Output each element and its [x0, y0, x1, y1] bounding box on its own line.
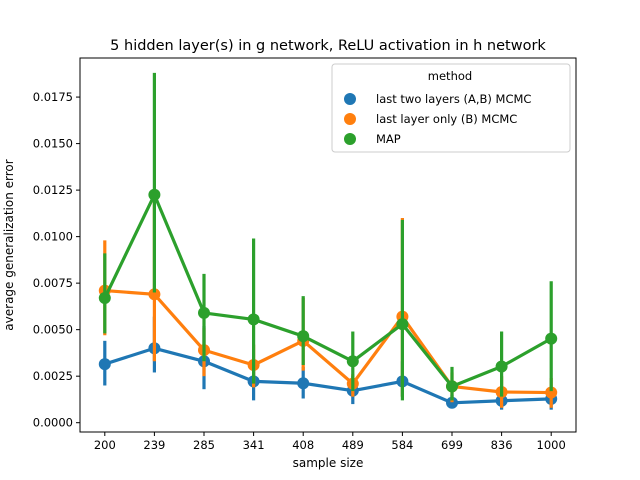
data-point — [98, 292, 111, 305]
data-point — [297, 330, 310, 343]
data-point — [396, 318, 409, 331]
y-tick-label: 0.0100 — [33, 230, 73, 244]
plot-area — [79, 57, 577, 433]
legend-label: MAP — [376, 132, 401, 146]
x-tick-label: 239 — [143, 438, 165, 452]
y-tick-label: 0.0050 — [33, 323, 73, 337]
x-tick-label: 200 — [94, 438, 116, 452]
legend-title: method — [428, 69, 472, 83]
data-point — [148, 188, 161, 201]
legend-marker — [344, 93, 356, 105]
data-point — [346, 355, 359, 368]
y-tick-label: 0.0125 — [33, 183, 73, 197]
data-point — [247, 313, 260, 326]
data-point — [297, 377, 310, 390]
data-point — [495, 360, 508, 373]
data-point — [545, 386, 558, 399]
data-point — [446, 396, 458, 409]
legend-marker — [344, 133, 356, 145]
x-tick-label: 285 — [193, 438, 215, 452]
x-tick-label: 699 — [441, 438, 463, 452]
series-3 — [98, 72, 558, 401]
x-tick-label: 584 — [391, 438, 413, 452]
legend: method last two layers (A,B) MCMC last la… — [331, 63, 571, 153]
y-tick-label: 0.0175 — [33, 90, 73, 104]
y-tick-label: 0.0075 — [33, 276, 73, 290]
x-tick-label: 341 — [243, 438, 265, 452]
legend-marker — [344, 113, 356, 125]
series-layer — [98, 72, 558, 410]
x-axis: 200 239 285 341 408 489 584 699 836 1000 — [94, 432, 566, 452]
x-tick-label: 408 — [292, 438, 314, 452]
x-tick-label: 836 — [491, 438, 513, 452]
y-axis-label: average generalization error — [2, 159, 16, 330]
y-tick-label: 0.0000 — [33, 416, 73, 430]
legend-label: last layer only (B) MCMC — [376, 112, 517, 126]
y-axis: 0.0000 0.0025 0.0050 0.0075 0.0100 0.0125 0.01… — [33, 90, 80, 430]
data-point — [98, 358, 111, 371]
x-tick-label: 1000 — [537, 438, 566, 452]
data-point — [198, 306, 210, 319]
data-point — [148, 288, 161, 301]
x-axis-label: sample size — [293, 456, 364, 470]
legend-label: last two layers (A,B) MCMC — [376, 92, 531, 106]
data-point — [545, 332, 558, 345]
plot-frame — [79, 57, 577, 433]
chart-title: 5 hidden layer(s) in g network, ReLU act… — [110, 38, 546, 54]
legend-box — [331, 63, 571, 153]
series-line — [104, 346, 552, 405]
series-line — [104, 288, 552, 395]
series-line — [103, 193, 552, 389]
legend-items: last two layers (A,B) MCMC last layer onl… — [344, 92, 531, 146]
x-tick-label: 489 — [342, 438, 364, 452]
y-tick-label: 0.0150 — [33, 137, 73, 151]
y-tick-label: 0.0025 — [33, 369, 73, 383]
data-point — [446, 380, 458, 393]
